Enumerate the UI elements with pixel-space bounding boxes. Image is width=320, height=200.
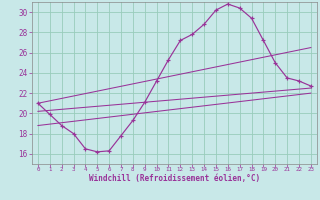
X-axis label: Windchill (Refroidissement éolien,°C): Windchill (Refroidissement éolien,°C): [89, 174, 260, 183]
